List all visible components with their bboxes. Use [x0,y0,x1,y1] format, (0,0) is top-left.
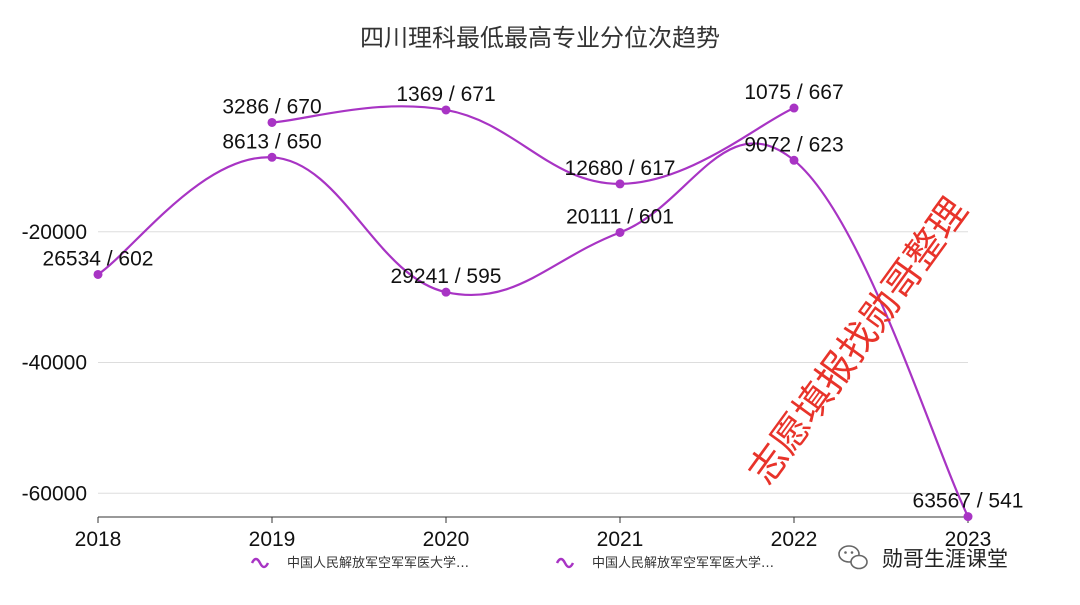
series-2-data-label-5: 63567 / 541 [913,490,1024,513]
y-axis: -20000 -40000 -60000 [22,221,87,506]
legend-item-1[interactable]: 中国人民解放军空军军医大学… [250,555,469,571]
series-2-point-1 [267,152,277,162]
legend-label-2: 中国人民解放军空军军医大学… [592,555,774,571]
x-tick-label-1: 2019 [249,528,296,551]
x-tick-label-3: 2021 [597,528,644,551]
y-tick-label-1: -40000 [22,352,87,375]
series-2-data-label-0: 26534 / 602 [43,247,154,270]
brand-name: 勋哥生涯课堂 [882,547,1008,571]
legend-item-2[interactable]: 中国人民解放军空军军医大学… [555,555,774,571]
grid [98,231,968,494]
legend[interactable]: 中国人民解放军空军军医大学… 中国人民解放军空军军医大学… [250,555,774,571]
data-labels: 3286 / 670 1369 / 671 12680 / 617 1075 / 66… [43,81,1024,513]
brand-logo: 勋哥生涯课堂 [838,545,1008,571]
x-tick-label-2: 2020 [423,528,470,551]
watermark: 志愿填报找勋哥整理 [740,190,977,493]
x-tick-label-4: 2022 [771,528,818,551]
series-2-data-label-2: 29241 / 595 [391,265,502,288]
series-1-point-2 [441,105,451,115]
series-1-line [271,105,795,185]
series-2-point-0 [93,269,103,279]
series-1-data-label-3: 12680 / 617 [565,157,676,180]
y-tick-label-0: -20000 [22,221,87,244]
series-points [93,103,973,522]
wechat-icon [838,545,868,570]
series-2-point-3 [615,227,625,237]
x-tick-label-5: 2023 [945,528,992,551]
legend-swatch-2 [555,557,575,569]
series-2-point-2 [441,287,451,297]
series-2-data-label-3: 20111 / 601 [566,205,674,228]
x-tick-label-0: 2018 [75,528,122,551]
series-1-point-1 [267,117,277,127]
legend-swatch-1 [250,557,270,569]
legend-label-1: 中国人民解放军空军军医大学… [287,555,469,571]
series-1-data-label-2: 1369 / 671 [396,83,495,106]
series-1-point-4 [789,103,799,113]
series-2-line [97,142,969,518]
series-1-data-label-1: 3286 / 670 [222,95,321,118]
series-lines [97,105,969,518]
x-axis: 2018 2019 2020 2021 2022 2023 [75,516,992,551]
series-2-point-5 [963,512,973,522]
y-tick-label-2: -60000 [22,482,87,505]
series-2-data-label-1: 8613 / 650 [222,130,321,153]
series-1-point-3 [615,179,625,189]
series-2-data-label-4: 9072 / 623 [744,133,843,156]
series-1-data-label-4: 1075 / 667 [744,81,843,104]
chart-title: 四川理科最低最高专业分位次趋势 [360,24,720,52]
series-2-point-4 [789,155,799,165]
